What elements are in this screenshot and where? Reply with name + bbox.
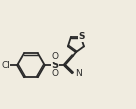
Text: Cl: Cl <box>1 61 10 70</box>
Text: O: O <box>51 69 58 78</box>
Text: N: N <box>75 69 81 78</box>
Text: S: S <box>78 32 85 41</box>
Text: O: O <box>51 52 58 61</box>
Text: S: S <box>51 60 58 70</box>
